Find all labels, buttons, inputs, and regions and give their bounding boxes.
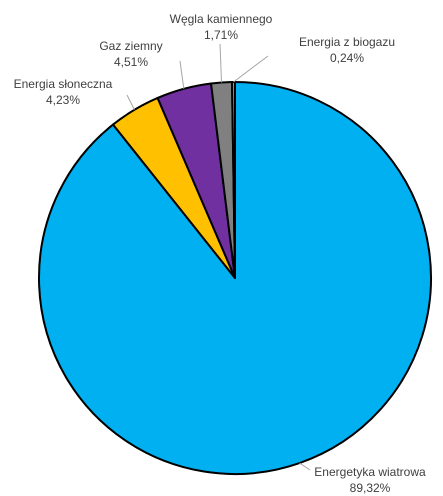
leader-line-gaz bbox=[179, 60, 185, 89]
label-value-sloneczna: 4,23% bbox=[46, 93, 80, 107]
label-name-sloneczna: Energia słoneczna bbox=[14, 77, 113, 91]
pie-slices bbox=[38, 81, 432, 475]
label-value-wegla: 1,71% bbox=[204, 28, 238, 42]
data-labels: Energetyka wiatrowa 89,32% Energia słone… bbox=[14, 12, 426, 495]
label-name-biogaz: Energia z biogazu bbox=[299, 35, 395, 49]
leader-line-wegla bbox=[219, 43, 223, 83]
leader-line-wiatrowa bbox=[299, 462, 311, 471]
label-name-wegla: Węgla kamiennego bbox=[170, 12, 273, 26]
label-name-wiatrowa: Energetyka wiatrowa bbox=[314, 465, 426, 479]
leader-lines bbox=[126, 43, 311, 471]
label-value-wiatrowa: 89,32% bbox=[350, 481, 391, 495]
leader-line-biogaz bbox=[233, 55, 269, 83]
leader-line-sloneczna bbox=[126, 94, 135, 110]
label-value-biogaz: 0,24% bbox=[330, 51, 364, 65]
label-name-gaz: Gaz ziemny bbox=[99, 39, 162, 53]
label-value-gaz: 4,51% bbox=[114, 55, 148, 69]
